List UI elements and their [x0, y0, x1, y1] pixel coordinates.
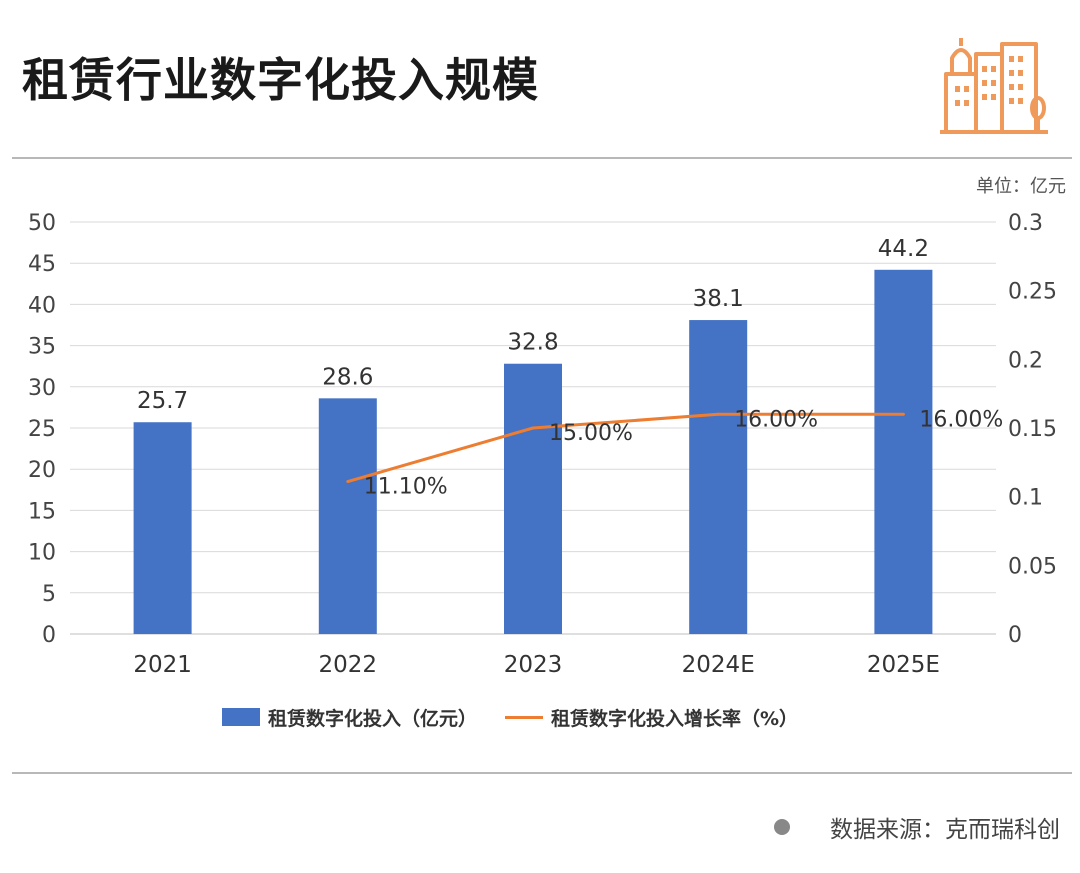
chart-legend: 租赁数字化投入（亿元） 租赁数字化投入增长率（%）	[222, 704, 826, 731]
bar	[874, 269, 933, 634]
bar	[133, 422, 192, 634]
line-data-label: 15.00%	[549, 421, 633, 446]
y-right-tick-label: 0.25	[1008, 280, 1057, 305]
line-data-label: 16.00%	[734, 407, 818, 432]
y-left-tick-label: 25	[28, 417, 56, 442]
y-right-tick-label: 0	[1008, 623, 1022, 648]
bar-data-label: 38.1	[693, 286, 744, 312]
bullet-dot-icon	[774, 819, 790, 835]
x-tick-label: 2023	[504, 652, 563, 678]
bar-data-label: 44.2	[878, 236, 929, 262]
x-tick-label: 2022	[319, 652, 378, 678]
y-left-tick-label: 45	[28, 252, 56, 277]
bar	[689, 320, 748, 634]
page-title: 租赁行业数字化投入规模	[22, 53, 539, 107]
bar-data-label: 25.7	[137, 388, 188, 414]
legend-item-bar: 租赁数字化投入（亿元）	[222, 704, 477, 731]
legend-line-swatch	[505, 715, 544, 719]
source-note: 数据来源：克而瑞科创	[774, 810, 1060, 844]
line-point	[531, 426, 535, 430]
legend-bar-label: 租赁数字化投入（亿元）	[268, 707, 478, 730]
source-label: 数据来源：克而瑞科创	[830, 817, 1060, 843]
y-right-tick-label: 0.05	[1008, 554, 1057, 579]
line-point	[346, 480, 350, 484]
y-left-tick-label: 35	[28, 335, 56, 360]
x-tick-label: 2025E	[867, 652, 940, 678]
bar-data-label: 28.6	[322, 364, 373, 390]
bar	[504, 363, 562, 634]
unit-label: 单位：亿元	[976, 176, 1066, 197]
y-right-tick-label: 0.1	[1008, 486, 1043, 511]
x-tick-label: 2021	[133, 652, 192, 678]
header-divider	[12, 157, 1072, 159]
y-left-tick-label: 10	[28, 541, 56, 566]
y-left-tick-label: 50	[28, 211, 56, 236]
legend-bar-swatch	[222, 708, 260, 726]
series-line	[347, 412, 904, 484]
line-point	[716, 412, 720, 416]
bar	[318, 398, 377, 634]
y-left-tick-label: 20	[28, 458, 56, 483]
y-left-tick-label: 15	[28, 499, 56, 524]
y-left-tick-label: 30	[28, 376, 56, 401]
y-left-tick-label: 40	[28, 293, 56, 318]
y-right-tick-label: 0.15	[1008, 417, 1057, 442]
legend-line-label: 租赁数字化投入增长率（%）	[551, 707, 799, 730]
bar-data-label: 32.8	[507, 330, 558, 356]
city-buildings-icon	[940, 38, 1048, 134]
y-left-tick-label: 0	[42, 623, 56, 648]
line-data-label: 11.10%	[364, 475, 448, 500]
y-left-tick-label: 5	[42, 582, 56, 607]
legend-item-line: 租赁数字化投入增长率（%）	[505, 704, 798, 731]
x-tick-label: 2024E	[682, 652, 755, 678]
footer-divider	[12, 772, 1072, 774]
line-point	[901, 412, 905, 416]
y-right-tick-label: 0.2	[1008, 348, 1043, 373]
y-right-tick-label: 0.3	[1008, 211, 1043, 236]
line-data-label: 16.00%	[919, 407, 1003, 432]
